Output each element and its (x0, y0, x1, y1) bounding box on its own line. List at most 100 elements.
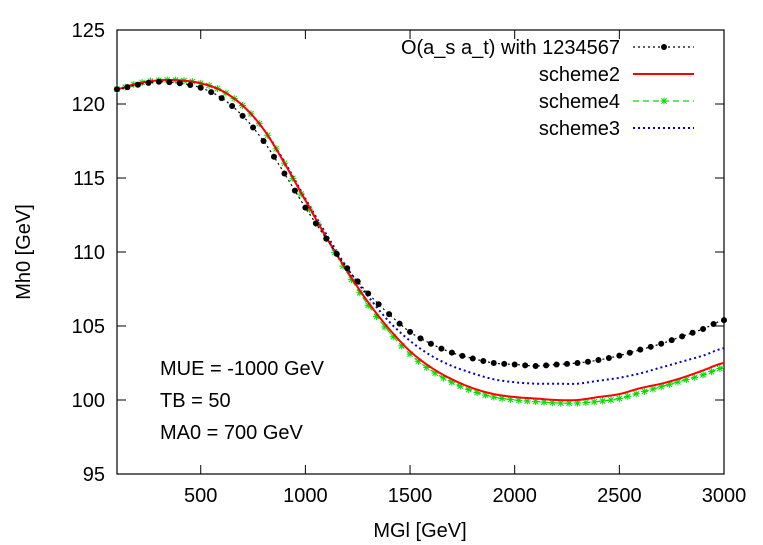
series-line (116, 81, 725, 367)
annotation-ma0: MA0 = 700 GeV (160, 422, 304, 444)
data-point (540, 398, 548, 406)
x-tick-label: 3000 (702, 485, 747, 507)
legend-marker (661, 44, 667, 50)
data-point (344, 265, 351, 272)
data-point (605, 355, 612, 362)
annotation-tb: TB = 50 (160, 390, 231, 412)
legend-marker (660, 97, 668, 105)
series-1 (116, 79, 725, 402)
data-point (557, 399, 565, 407)
data-point (640, 387, 648, 395)
data-point (333, 250, 340, 257)
data-point (448, 349, 455, 356)
legend-label: scheme4 (539, 91, 620, 113)
series-0 (114, 78, 727, 369)
data-point (386, 311, 393, 318)
data-point (134, 81, 141, 88)
data-point (624, 392, 632, 400)
data-point (166, 79, 173, 86)
y-axis-title: Mh0 [GeV] (13, 204, 35, 300)
data-point (710, 321, 717, 328)
data-point (522, 362, 529, 369)
data-point (250, 124, 257, 131)
data-point (590, 398, 598, 406)
data-point (197, 84, 204, 91)
data-point (553, 361, 560, 368)
data-point (407, 328, 414, 335)
data-point (438, 345, 445, 352)
data-point (615, 395, 623, 403)
data-point (176, 80, 183, 87)
data-point (511, 361, 518, 368)
y-tick-label: 105 (72, 316, 105, 338)
data-point (469, 355, 476, 362)
data-point (459, 352, 466, 359)
legend-label: scheme2 (539, 64, 620, 86)
data-point (658, 340, 665, 347)
series-3 (116, 79, 725, 385)
data-point (564, 360, 571, 367)
data-point (699, 371, 707, 379)
data-point (501, 360, 508, 367)
data-point (291, 187, 298, 194)
data-point (721, 317, 727, 324)
data-point (616, 352, 623, 359)
y-tick-label: 100 (72, 390, 105, 412)
data-point (691, 373, 699, 381)
y-tick-label: 115 (73, 168, 105, 190)
x-tick-label: 2500 (597, 485, 642, 507)
data-point (480, 358, 487, 365)
axis-ticks: 500 1000 1500 2000 2500 3000 95 100 105 110 115 120… (72, 20, 747, 507)
series-line (116, 79, 725, 404)
data-point (427, 340, 434, 347)
x-axis-title: MGl [GeV] (373, 520, 466, 542)
data-point (323, 235, 330, 242)
x-tick-label: 1000 (283, 485, 328, 507)
data-point (208, 89, 215, 96)
data-point (354, 278, 361, 285)
annotation-mue: MUE = -1000 GeV (160, 358, 325, 380)
data-point (490, 360, 497, 366)
data-point (543, 362, 550, 369)
data-point (365, 290, 372, 297)
y-tick-label: 110 (73, 242, 105, 264)
data-point (584, 358, 591, 365)
data-point (607, 396, 615, 404)
data-point (582, 399, 590, 407)
series-line (116, 79, 725, 385)
data-point (668, 337, 675, 344)
data-point (637, 346, 644, 353)
data-point (689, 329, 696, 336)
data-point (716, 364, 724, 372)
data-point (239, 112, 246, 119)
data-point (632, 390, 640, 398)
data-point (302, 204, 309, 211)
data-point (532, 362, 539, 369)
data-point (145, 79, 152, 86)
series-layer (113, 76, 727, 407)
data-point (187, 81, 194, 88)
data-point (679, 333, 686, 340)
data-point (114, 86, 120, 93)
data-point (260, 138, 267, 144)
data-point (700, 325, 707, 332)
data-point (417, 335, 424, 342)
y-tick-label: 95 (83, 464, 105, 486)
data-point (312, 220, 319, 227)
y-tick-label: 125 (72, 20, 105, 42)
x-tick-label: 1500 (388, 485, 433, 507)
data-point (523, 397, 531, 405)
data-point (626, 349, 633, 356)
data-point (218, 95, 225, 102)
data-point (647, 343, 654, 350)
data-point (396, 320, 403, 327)
data-point (574, 360, 581, 366)
data-point (229, 103, 236, 110)
legend-label: scheme3 (539, 118, 620, 140)
legend-label: O(a_s a_t) with 1234567 (401, 37, 620, 59)
legend: O(a_s a_t) with 1234567 scheme2 scheme4 sch… (401, 37, 694, 140)
y-tick-label: 120 (72, 94, 105, 116)
x-tick-label: 500 (184, 485, 217, 507)
data-point (599, 397, 607, 405)
